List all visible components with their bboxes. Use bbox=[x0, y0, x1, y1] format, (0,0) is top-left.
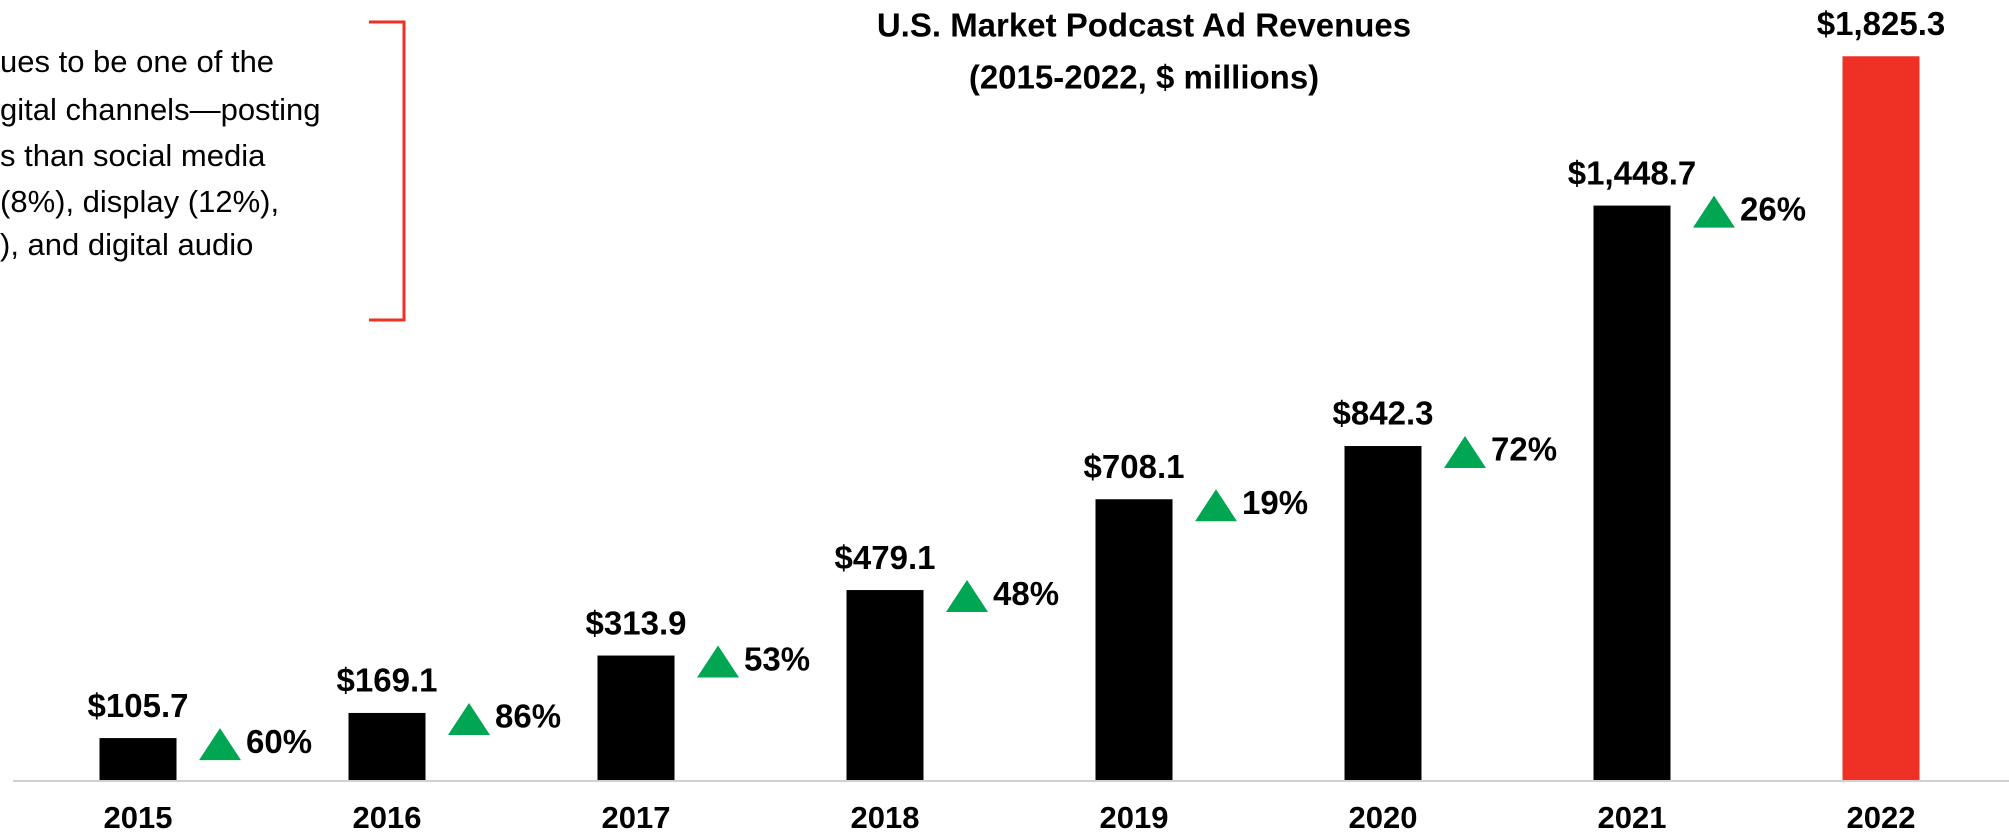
bar bbox=[99, 738, 177, 780]
x-tick-label: 2016 bbox=[353, 800, 422, 835]
growth-arrow bbox=[199, 728, 241, 761]
growth-label: 26% bbox=[1740, 190, 1806, 227]
growth-arrow bbox=[1444, 436, 1486, 469]
growth-arrow bbox=[697, 645, 739, 678]
growth-label: 60% bbox=[246, 723, 312, 760]
growth-arrow bbox=[946, 580, 988, 613]
growth-label: 72% bbox=[1491, 431, 1557, 468]
annotation-text: (8%), display (12%), bbox=[0, 184, 279, 219]
growth-label: 19% bbox=[1242, 484, 1308, 521]
x-tick-label: 2019 bbox=[1100, 800, 1169, 835]
annotation-text: ), and digital audio bbox=[0, 227, 253, 262]
bar bbox=[348, 712, 426, 780]
bar bbox=[1344, 446, 1422, 780]
x-tick-label: 2022 bbox=[1847, 800, 1916, 835]
bar bbox=[1593, 205, 1671, 780]
value-label: $1,825.3 bbox=[1817, 5, 1945, 42]
value-label: $708.1 bbox=[1084, 448, 1185, 485]
chart-title: U.S. Market Podcast Ad Revenues bbox=[877, 7, 1411, 44]
value-label: $169.1 bbox=[337, 662, 438, 699]
bar bbox=[597, 655, 675, 780]
growth-arrow bbox=[448, 702, 490, 735]
growth-label: 86% bbox=[495, 698, 561, 735]
x-tick-label: 2017 bbox=[602, 800, 671, 835]
growth-arrow bbox=[1195, 489, 1237, 522]
annotation-text: s than social media bbox=[0, 138, 266, 173]
bar bbox=[1842, 56, 1920, 780]
x-tick-label: 2018 bbox=[851, 800, 920, 835]
annotation-text: gital channels—posting bbox=[0, 92, 321, 127]
value-label: $105.7 bbox=[88, 687, 189, 724]
x-tick-label: 2015 bbox=[104, 800, 173, 835]
x-tick-label: 2020 bbox=[1349, 800, 1418, 835]
bar bbox=[1095, 499, 1173, 780]
growth-label: 53% bbox=[744, 640, 810, 677]
value-label: $313.9 bbox=[586, 604, 687, 641]
growth-arrow bbox=[1693, 195, 1735, 228]
value-label: $479.1 bbox=[835, 539, 936, 576]
value-label: $1,448.7 bbox=[1568, 154, 1696, 191]
bar bbox=[846, 590, 924, 780]
value-label: $842.3 bbox=[1333, 395, 1434, 432]
growth-label: 48% bbox=[993, 575, 1059, 612]
x-tick-label: 2021 bbox=[1598, 800, 1667, 835]
chart-subtitle: (2015-2022, $ millions) bbox=[969, 59, 1319, 96]
annotation-text: ues to be one of the bbox=[0, 44, 274, 79]
annotation-bracket bbox=[369, 20, 406, 322]
